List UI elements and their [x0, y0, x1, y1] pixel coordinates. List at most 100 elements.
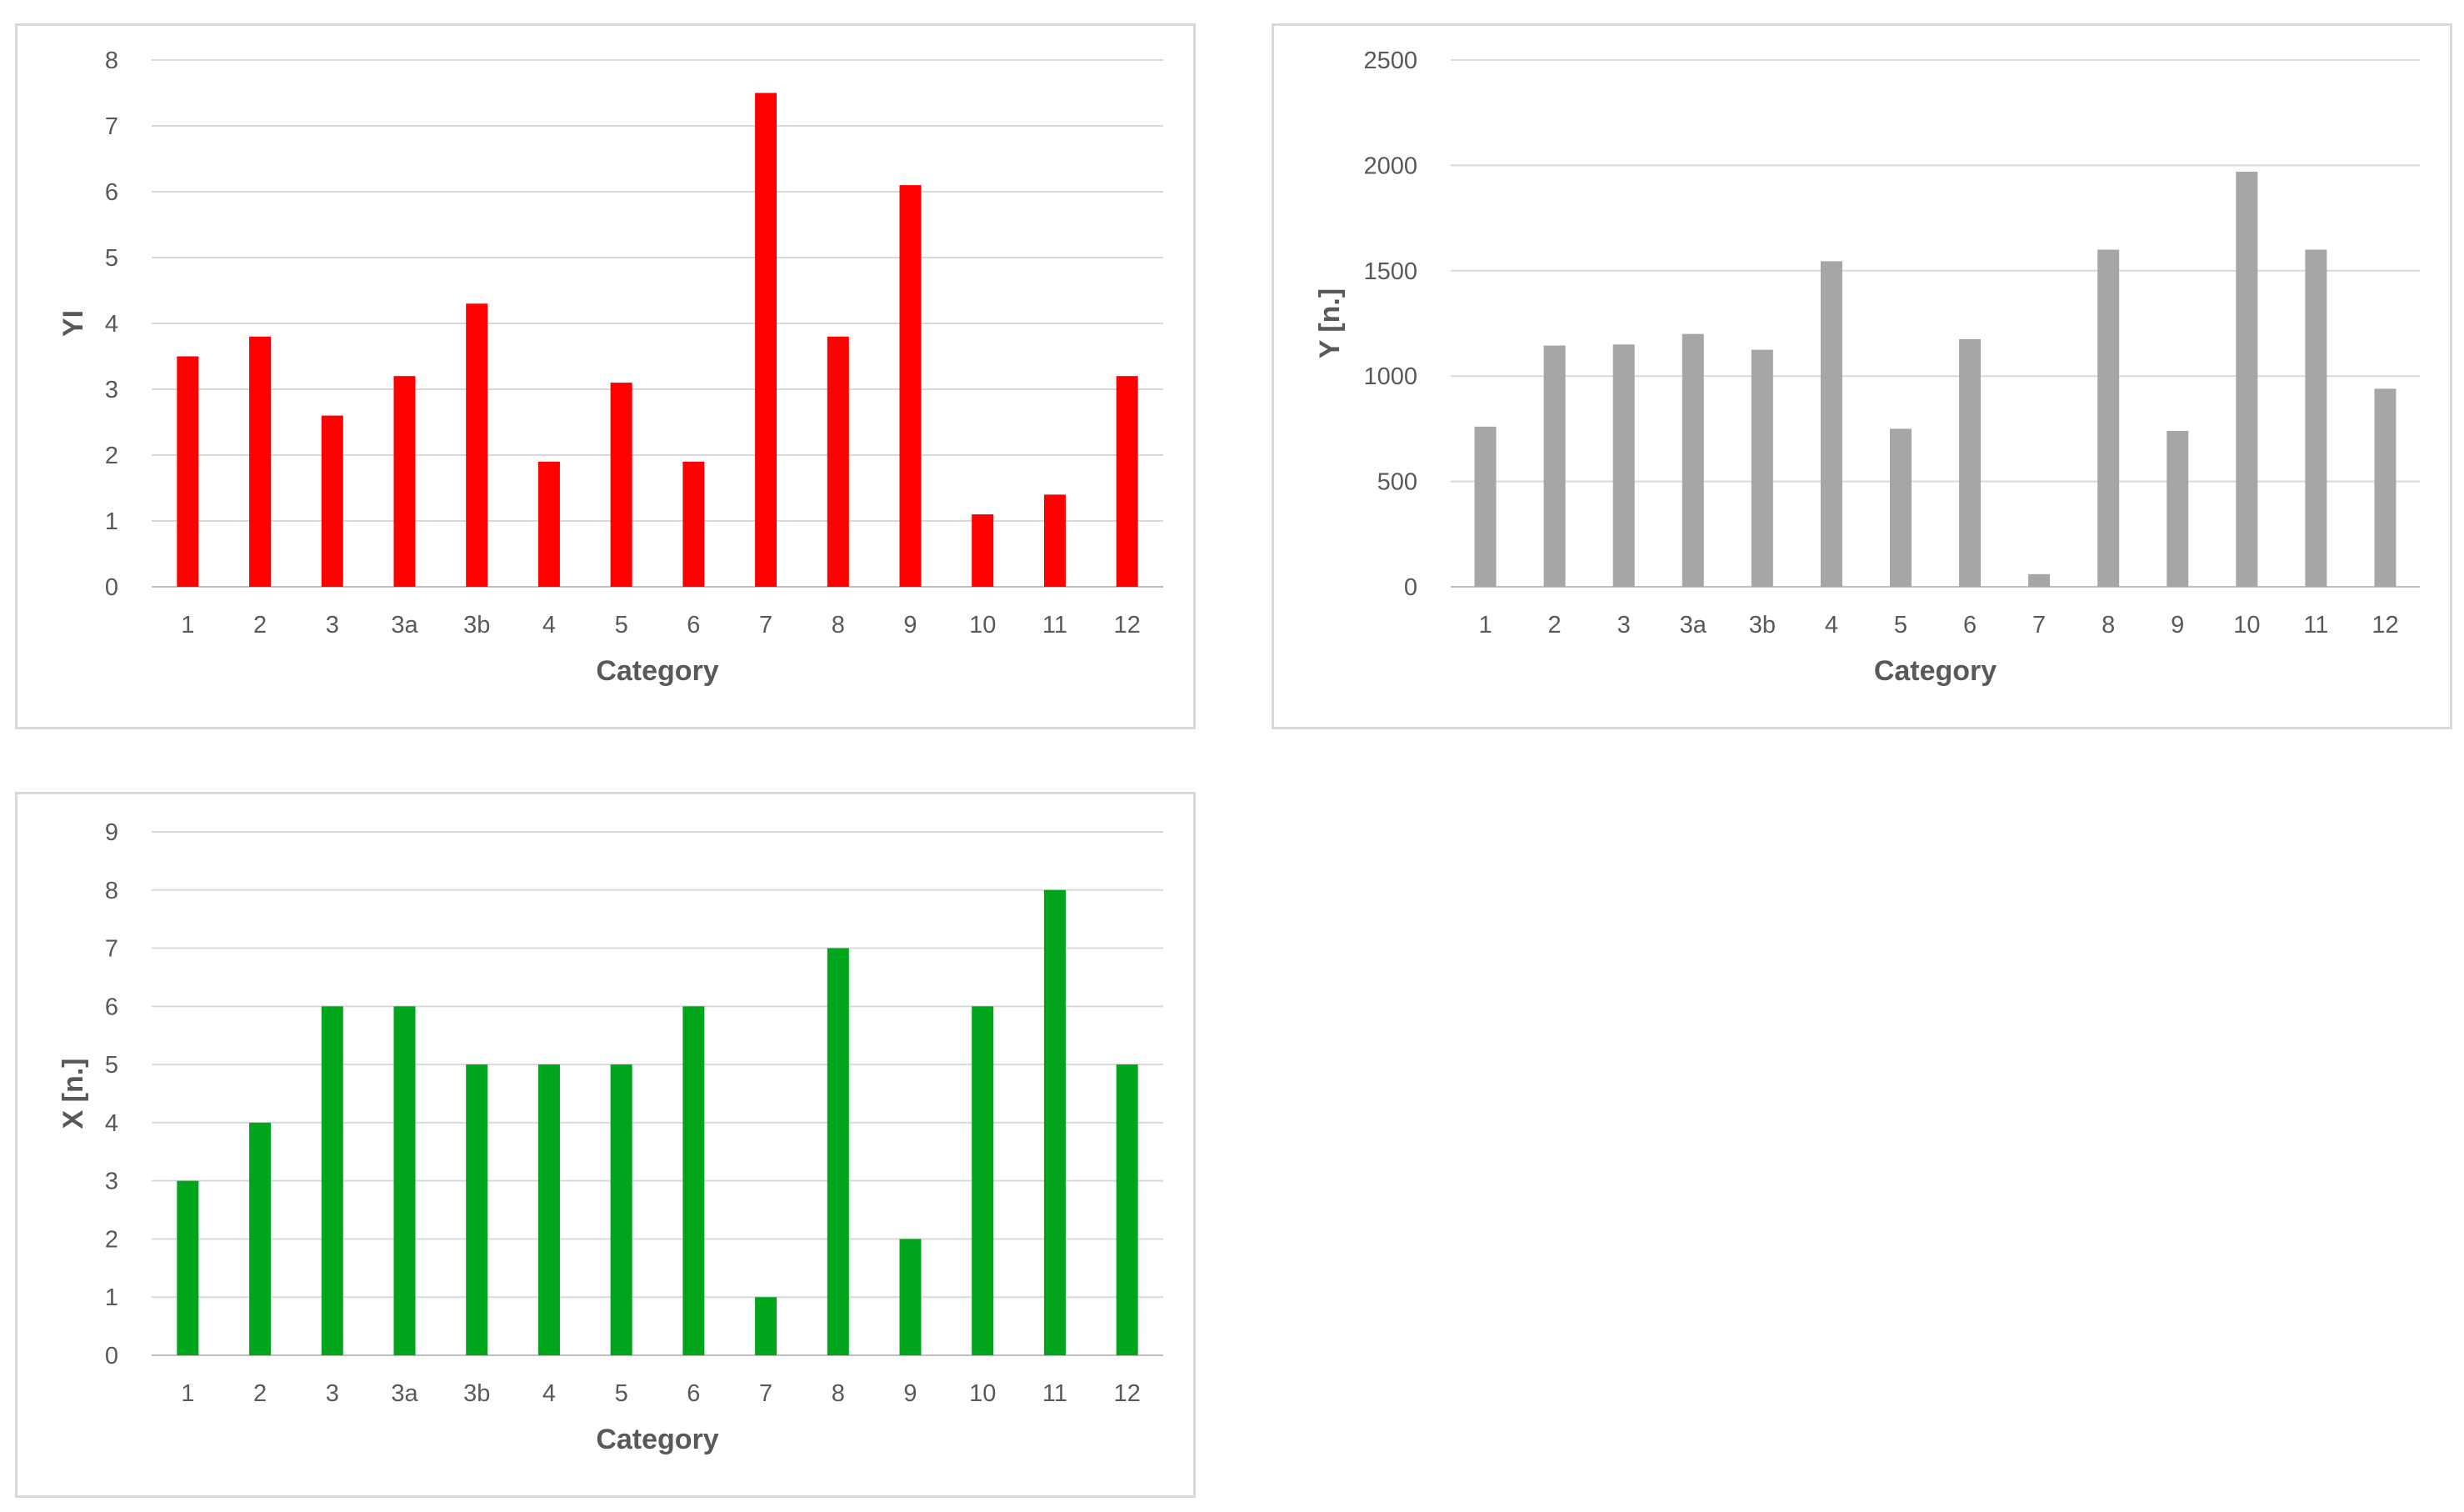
x-tick-label: 9: [2171, 612, 2184, 638]
y-tick-label: 3: [105, 377, 118, 403]
bar-y-6: [1959, 338, 1982, 587]
y-tick-label: 0: [105, 1343, 118, 1369]
bar-yi-3b: [466, 303, 488, 587]
bar-y-11: [2305, 249, 2327, 587]
y-tick-label: 1: [105, 508, 118, 535]
x-tick-label: 4: [542, 612, 556, 638]
y-tick-label: 5: [105, 245, 118, 272]
y-tick-labels: 0 500 1000 1500 2000 2500: [1363, 48, 1417, 601]
x-tick-label: 8: [832, 612, 845, 638]
bar-x-4: [537, 1064, 560, 1355]
x-tick-label: 3: [326, 1380, 339, 1407]
chart-panel-y: 0 500 1000 1500 2000 2500 1 2 3 3a 3b 4 5 6 7 8 9 10 11 12 C…: [1272, 23, 2452, 729]
x-tick-label: 6: [687, 1380, 700, 1407]
x-tick-label: 3: [326, 612, 339, 638]
x-tick-label: 3: [1617, 612, 1631, 638]
y-tick-label: 2: [105, 1226, 118, 1253]
y-tick-label: 8: [105, 48, 118, 74]
bar-y-9: [2167, 430, 2189, 587]
bar-y-3: [1612, 344, 1635, 587]
bar-yi-4: [537, 461, 560, 587]
x-tick-label: 10: [969, 1380, 996, 1407]
x-tick-label: 3b: [463, 612, 490, 638]
x-axis-title: Category: [1874, 655, 1997, 687]
y-tick-label: 2000: [1363, 153, 1417, 179]
x-tick-label: 11: [2303, 612, 2328, 638]
bar-y-5: [1889, 428, 1912, 587]
bar-yi-2: [249, 336, 272, 587]
y-tick-label: 8: [105, 878, 118, 904]
x-tick-label: 11: [1042, 1380, 1067, 1407]
bar-x-3a: [393, 1006, 416, 1355]
bars: [177, 93, 1138, 587]
y-tick-label: 3: [105, 1169, 118, 1195]
x-tick-labels: 1 2 3 3a 3b 4 5 6 7 8 9 10 11 12: [181, 612, 1140, 638]
gridlines: [152, 831, 1163, 1299]
y-tick-label: 4: [105, 311, 118, 338]
x-tick-label: 1: [181, 1380, 194, 1407]
x-axis-title: Category: [596, 655, 718, 687]
x-tick-label: 4: [1825, 612, 1838, 638]
y-tick-label: 1500: [1363, 258, 1417, 285]
x-tick-label: 3a: [391, 612, 418, 638]
x-tick-label: 12: [1114, 612, 1141, 638]
x-axis-title: Category: [596, 1424, 718, 1455]
y-axis-title: YI: [57, 310, 89, 337]
bar-x-12: [1116, 1064, 1138, 1355]
bar-yi-12: [1116, 376, 1138, 587]
bar-y-12: [2374, 388, 2397, 587]
y-tick-label: 1: [105, 1284, 118, 1311]
bar-x-10: [972, 1006, 994, 1355]
bar-y-3a: [1682, 333, 1704, 587]
x-tick-label: 7: [759, 612, 772, 638]
y-tick-label: 500: [1377, 469, 1417, 496]
x-tick-labels: 1 2 3 3a 3b 4 5 6 7 8 9 10 11 12: [181, 1380, 1140, 1407]
x-tick-label: 12: [1114, 1380, 1141, 1407]
y-tick-label: 9: [105, 819, 118, 846]
x-tick-label: 1: [181, 612, 194, 638]
x-tick-label: 5: [615, 612, 628, 638]
y-tick-label: 2500: [1363, 48, 1417, 74]
bar-x-2: [249, 1122, 272, 1355]
x-tick-label: 2: [253, 1380, 267, 1407]
y-tick-label: 2: [105, 443, 118, 469]
bar-y-10: [2236, 171, 2258, 587]
bar-yi-7: [755, 93, 777, 587]
x-tick-label: 8: [832, 1380, 845, 1407]
bar-x-3: [321, 1006, 343, 1355]
bar-yi-1: [177, 356, 199, 587]
bar-x-6: [682, 1006, 705, 1355]
bar-y-1: [1474, 426, 1497, 587]
bar-x-7: [755, 1297, 777, 1355]
y-tick-label: 4: [105, 1110, 118, 1137]
y-axis-title: Y [n.]: [1314, 288, 1346, 358]
x-tick-label: 4: [542, 1380, 556, 1407]
bars: [1474, 171, 2397, 587]
chart-panel-yi: 0 1 2 3 4 5 6 7 8 1 2 3 3a 3b 4 5 6 7 8 9 10 11 12 Category YI: [15, 23, 1196, 729]
x-tick-label: 7: [2032, 612, 2046, 638]
x-tick-label: 8: [2102, 612, 2115, 638]
bar-y-8: [2097, 249, 2120, 587]
y-axis-title: X [n.]: [57, 1059, 89, 1129]
y-tick-label: 6: [105, 179, 118, 206]
y-tick-label: 0: [1404, 574, 1417, 601]
gridlines: [1451, 59, 2420, 483]
bar-y-7: [2028, 573, 2051, 587]
y-tick-labels: 0 1 2 3 4 5 6 7 8 9: [105, 819, 118, 1369]
x-tick-label: 11: [1042, 612, 1067, 638]
bar-x-9: [899, 1239, 922, 1355]
x-tick-label: 5: [1894, 612, 1907, 638]
bar-yi-10: [972, 514, 994, 587]
bars: [177, 889, 1138, 1355]
x-tick-label: 3a: [391, 1380, 418, 1407]
x-tick-label: 3b: [1749, 612, 1776, 638]
x-tick-label: 2: [1548, 612, 1562, 638]
x-tick-label: 6: [687, 612, 700, 638]
bar-yi-9: [899, 185, 922, 587]
bar-yi-3a: [393, 376, 416, 587]
bar-x-8: [827, 948, 849, 1355]
x-tick-label: 3a: [1680, 612, 1707, 638]
x-tick-label: 6: [1963, 612, 1977, 638]
